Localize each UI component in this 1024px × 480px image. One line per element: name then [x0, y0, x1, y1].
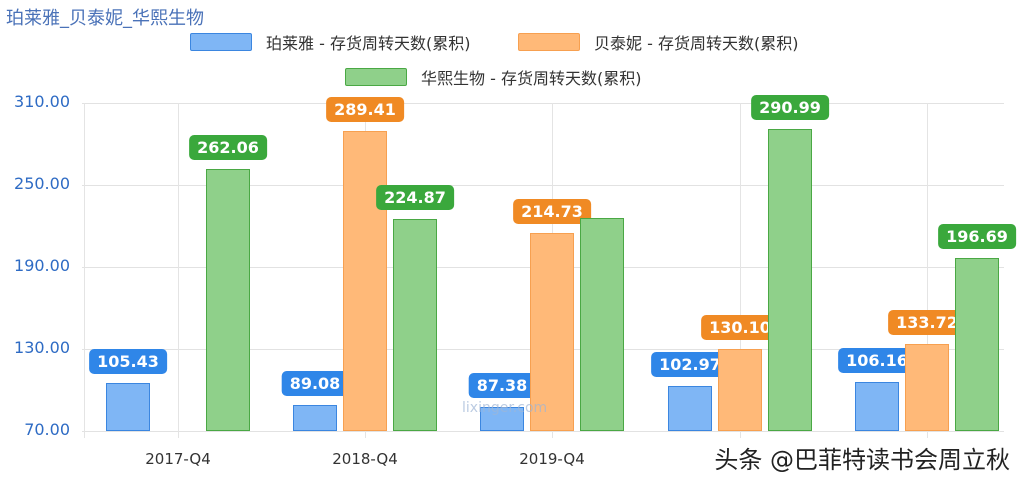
bar-proya[interactable] [480, 407, 524, 431]
y-tick-label: 250.00 [14, 174, 70, 193]
data-label: 262.06 [189, 134, 267, 160]
legend-label-bloomage: 华熙生物 - 存货周转天数(累积) [421, 69, 642, 88]
bar-bloomage[interactable] [206, 168, 250, 431]
x-tick-label: 2017-Q4 [145, 450, 211, 468]
legend-swatch-botanee [518, 33, 580, 51]
bar-botanee[interactable] [905, 343, 949, 431]
bar-proya[interactable] [106, 382, 150, 431]
data-label: 105.43 [89, 348, 167, 374]
bar-botanee[interactable] [718, 348, 762, 431]
data-label: 290.99 [751, 94, 829, 120]
data-label: 89.08 [281, 370, 349, 396]
legend-item-proya[interactable]: 珀莱雅 - 存货周转天数(累积) [190, 30, 470, 54]
y-tick-label: 130.00 [14, 338, 70, 357]
gridline-vertical [927, 103, 928, 438]
data-label: 224.87 [376, 185, 454, 211]
legend-item-bloomage[interactable]: 华熙生物 - 存货周转天数(累积) [345, 65, 641, 89]
data-label: 196.69 [938, 223, 1016, 249]
gridline-vertical [740, 103, 741, 438]
data-label: 133.72 [888, 309, 966, 335]
y-tick-label: 190.00 [14, 256, 70, 275]
gridline-vertical [178, 103, 179, 438]
gridline-horizontal [82, 103, 1004, 104]
legend-label-proya: 珀莱雅 - 存货周转天数(累积) [266, 34, 471, 53]
bar-botanee[interactable] [530, 233, 574, 431]
y-tick-label: 70.00 [24, 420, 70, 439]
data-label: 130.10 [701, 314, 779, 340]
gridline-horizontal [82, 431, 1004, 432]
legend-swatch-proya [190, 33, 252, 51]
legend-label-botanee: 贝泰妮 - 存货周转天数(累积) [594, 34, 799, 53]
site-watermark: lixinger.com [462, 400, 548, 416]
data-label: 214.73 [513, 199, 591, 225]
gridline-horizontal [82, 185, 1004, 186]
bar-bloomage[interactable] [580, 217, 624, 431]
chart-title: 珀莱雅_贝泰妮_华熙生物 [6, 8, 204, 29]
bar-botanee[interactable] [343, 131, 387, 431]
legend-item-botanee[interactable]: 贝泰妮 - 存货周转天数(累积) [518, 30, 798, 54]
bar-bloomage[interactable] [955, 257, 999, 431]
author-watermark: 头条 @巴菲特读书会周立秋 [714, 446, 1010, 474]
bar-proya[interactable] [855, 381, 899, 431]
bar-proya[interactable] [293, 404, 337, 431]
x-tick-label: 2019-Q4 [519, 450, 585, 468]
data-label: 102.97 [651, 351, 729, 377]
data-label: 289.41 [326, 97, 404, 123]
bar-proya[interactable] [668, 385, 712, 431]
data-label: 87.38 [468, 373, 536, 399]
legend-swatch-bloomage [345, 68, 407, 86]
bar-bloomage[interactable] [393, 219, 437, 431]
data-label: 106.16 [838, 347, 916, 373]
y-tick-label: 310.00 [14, 92, 70, 111]
bar-bloomage[interactable] [768, 128, 812, 431]
gridline-vertical [84, 103, 85, 438]
x-tick-label: 2018-Q4 [332, 450, 398, 468]
